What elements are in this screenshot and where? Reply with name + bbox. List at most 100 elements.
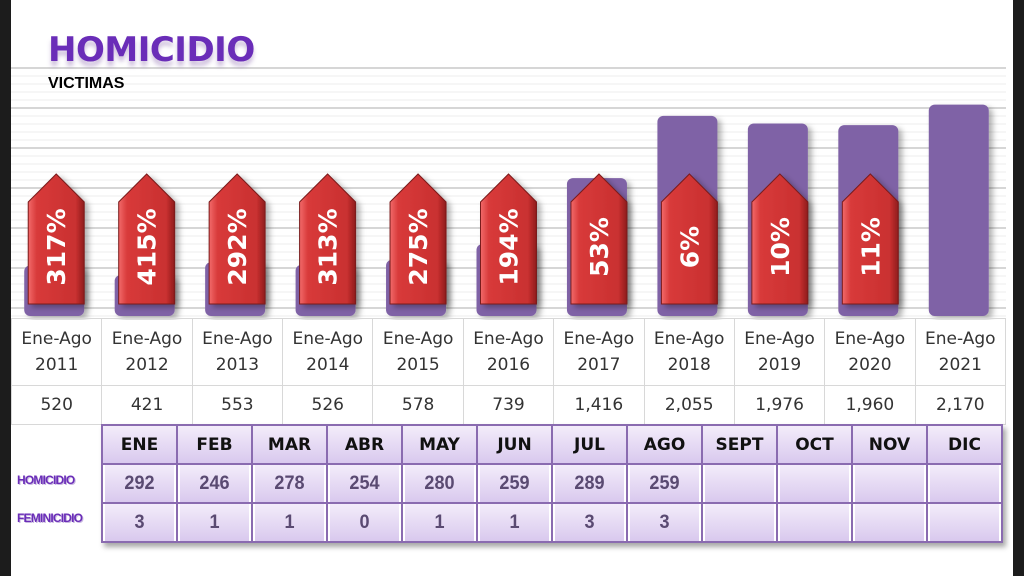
homicidio-row: 292 246 278 254 280 259 289 259 bbox=[102, 463, 1002, 504]
year-value: 1,976 bbox=[733, 385, 826, 425]
month-header: MAY bbox=[401, 424, 478, 465]
change-arrow-4 bbox=[299, 173, 357, 305]
period-text: Ene-Ago bbox=[111, 329, 183, 349]
month-cell bbox=[927, 463, 1002, 504]
month-header: FEB bbox=[176, 424, 253, 465]
year-text: 2018 bbox=[667, 355, 711, 375]
month-cell bbox=[702, 502, 777, 543]
change-label-1: 317% bbox=[42, 208, 71, 285]
month-header-row: ENE FEB MAR ABR MAY JUN JUL AGO SEPT OCT NOV DIC bbox=[101, 424, 1003, 465]
year-label: Ene-Ago 2018 bbox=[643, 318, 735, 386]
month-cell: 246 bbox=[177, 463, 252, 504]
period-text: Ene-Ago bbox=[563, 329, 635, 349]
month-cell: 1 bbox=[402, 502, 477, 543]
change-label-5: 275% bbox=[404, 208, 433, 285]
month-header: DIC bbox=[926, 424, 1003, 465]
year-label: Ene-Ago 2016 bbox=[462, 318, 555, 386]
year-text: 2020 bbox=[848, 355, 892, 375]
change-arrow-10 bbox=[841, 173, 899, 305]
period-text: Ene-Ago bbox=[653, 329, 725, 349]
period-text: Ene-Ago bbox=[21, 329, 92, 349]
year-label: Ene-Ago 2011 bbox=[11, 318, 103, 386]
change-label-8: 6% bbox=[675, 226, 704, 268]
year-value-row: 520 421 553 526 578 739 1,416 2,055 1,976 1,960 2,… bbox=[11, 385, 1007, 425]
change-arrow-3 bbox=[208, 173, 266, 305]
year-value: 2,055 bbox=[643, 385, 735, 425]
year-text: 2016 bbox=[486, 355, 531, 375]
month-header: ABR bbox=[326, 424, 403, 465]
month-cell bbox=[852, 463, 927, 504]
year-label: Ene-Ago 2020 bbox=[824, 318, 916, 386]
month-cell: 1 bbox=[477, 502, 552, 543]
month-cell: 254 bbox=[327, 463, 402, 504]
year-text: 2013 bbox=[215, 355, 260, 375]
month-header: OCT bbox=[776, 424, 853, 465]
change-label-3: 292% bbox=[223, 208, 252, 285]
year-value: 520 bbox=[11, 385, 103, 425]
month-header: AGO bbox=[626, 424, 703, 465]
period-text: Ene-Ago bbox=[202, 329, 273, 349]
bar-chart: 317% 415% 292% 313% 275% 194% 53% 6% 10% 11% bbox=[11, 67, 1006, 317]
year-text: 2019 bbox=[757, 355, 802, 375]
month-cell bbox=[702, 463, 777, 504]
change-label-4: 313% bbox=[314, 208, 343, 285]
year-text: 2014 bbox=[306, 355, 350, 375]
month-cell: 1 bbox=[177, 502, 252, 543]
month-cell: 0 bbox=[327, 502, 402, 543]
chart-subtitle: VICTIMAS bbox=[48, 75, 125, 92]
month-header: ENE bbox=[101, 424, 178, 465]
month-cell: 3 bbox=[102, 502, 177, 543]
period-text: Ene-Ago bbox=[382, 329, 454, 349]
year-text: 2021 bbox=[938, 355, 982, 375]
period-text: Ene-Ago bbox=[292, 329, 364, 349]
year-label: Ene-Ago 2021 bbox=[914, 318, 1007, 386]
change-arrow-8 bbox=[660, 173, 718, 305]
month-header: JUL bbox=[551, 424, 628, 465]
year-text: 2017 bbox=[577, 355, 621, 375]
month-cell: 259 bbox=[477, 463, 552, 504]
year-label: Ene-Ago 2015 bbox=[372, 318, 464, 386]
period-text: Ene-Ago bbox=[744, 329, 815, 349]
change-arrow-2 bbox=[118, 173, 176, 305]
year-label: Ene-Ago 2017 bbox=[553, 318, 645, 386]
month-header: NOV bbox=[851, 424, 928, 465]
change-arrow-6 bbox=[480, 173, 537, 305]
year-text: 2011 bbox=[35, 355, 79, 375]
change-label-9: 10% bbox=[766, 217, 795, 277]
year-label: Ene-Ago 2012 bbox=[101, 318, 193, 386]
month-cell: 1 bbox=[252, 502, 327, 543]
month-header: JUN bbox=[476, 424, 553, 465]
period-text: Ene-Ago bbox=[925, 329, 996, 349]
row-label-homicidio: HOMICIDIO bbox=[17, 473, 75, 487]
year-value: 2,170 bbox=[914, 385, 1007, 425]
year-table: Ene-Ago 2011 Ene-Ago 2012 Ene-Ago 2013 Ene-Ago… bbox=[11, 318, 1007, 425]
year-value: 1,960 bbox=[824, 385, 916, 425]
arrows: 317% 415% 292% 313% 275% 194% 53% 6% 10% 11% bbox=[27, 173, 899, 305]
change-arrow-7 bbox=[570, 173, 628, 305]
year-value: 526 bbox=[282, 385, 374, 425]
year-label: Ene-Ago 2013 bbox=[191, 318, 284, 386]
slide: 317% 415% 292% 313% 275% 194% 53% 6% 10% 11% HOMI… bbox=[11, 0, 1013, 576]
change-label-2: 415% bbox=[133, 208, 162, 285]
change-label-10: 11% bbox=[856, 217, 885, 277]
month-header: MAR bbox=[251, 424, 328, 465]
year-label-row: Ene-Ago 2011 Ene-Ago 2012 Ene-Ago 2013 Ene-Ago… bbox=[11, 318, 1007, 386]
year-value: 578 bbox=[372, 385, 464, 425]
year-value: 421 bbox=[101, 385, 193, 425]
year-label: Ene-Ago 2019 bbox=[733, 318, 826, 386]
month-cell: 289 bbox=[552, 463, 627, 504]
month-cell bbox=[852, 502, 927, 543]
month-cell: 278 bbox=[252, 463, 327, 504]
change-arrow-1 bbox=[27, 173, 85, 305]
month-cell: 292 bbox=[102, 463, 177, 504]
period-text: Ene-Ago bbox=[473, 329, 544, 349]
month-cell: 3 bbox=[552, 502, 627, 543]
month-header: SEPT bbox=[701, 424, 778, 465]
month-cell: 3 bbox=[627, 502, 702, 543]
change-arrow-5 bbox=[389, 173, 447, 305]
year-text: 2012 bbox=[125, 355, 169, 375]
month-cell bbox=[927, 502, 1002, 543]
change-label-6: 194% bbox=[495, 208, 524, 285]
year-value: 1,416 bbox=[553, 385, 645, 425]
month-cell: 259 bbox=[627, 463, 702, 504]
